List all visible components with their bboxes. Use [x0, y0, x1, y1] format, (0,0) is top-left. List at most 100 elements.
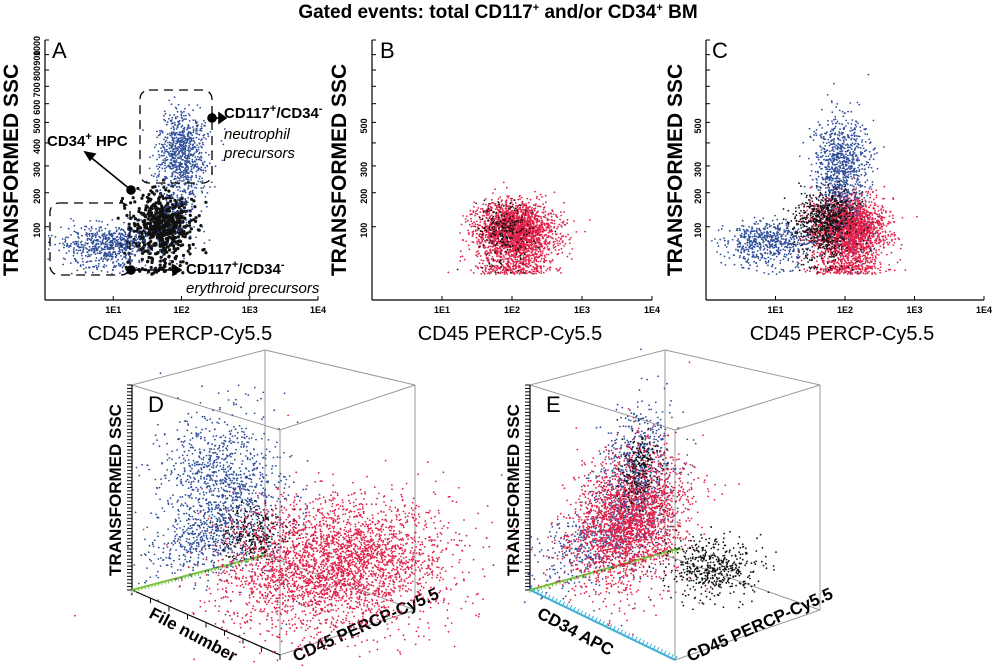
data-point: [177, 202, 180, 205]
data-point: [178, 234, 181, 237]
data-point: [183, 188, 186, 191]
data-point: [530, 246, 533, 249]
data-point: [170, 251, 173, 254]
data-point: [497, 251, 499, 254]
data-point: [147, 247, 149, 249]
data-point: [470, 217, 472, 220]
data-point: [110, 245, 112, 247]
data-point: [484, 211, 487, 214]
data-point: [192, 192, 195, 195]
data-point: [171, 153, 174, 156]
data-point: [177, 153, 180, 156]
data-point: [85, 254, 87, 257]
data-point: [163, 193, 166, 195]
data-point: [517, 247, 520, 250]
data-point: [511, 245, 514, 247]
data-point: [144, 249, 148, 253]
data-point: [512, 267, 514, 270]
data-point: [532, 265, 535, 268]
data-point: [105, 234, 108, 237]
data-point: [533, 253, 535, 256]
data-point: [539, 193, 542, 196]
data-point: [463, 258, 466, 261]
y-tick-label: 700: [32, 82, 42, 97]
data-point: [188, 246, 192, 250]
data-point: [536, 195, 538, 198]
data-point: [476, 209, 478, 212]
data-point: [139, 189, 141, 192]
data-point: [171, 210, 174, 213]
data-point: [478, 216, 481, 219]
data-point: [170, 147, 173, 150]
data-point: [180, 208, 183, 210]
data-point: [113, 264, 116, 267]
data-point: [166, 121, 169, 124]
data-point: [195, 236, 197, 239]
data-point: [146, 272, 149, 275]
data-point: [144, 235, 147, 238]
data-point: [140, 232, 144, 236]
data-point: [490, 202, 493, 204]
data-point: [136, 222, 140, 226]
data-point: [158, 173, 161, 176]
data-point: [184, 150, 187, 153]
data-point: [173, 137, 176, 140]
figure-title: Gated events: total CD117+ and/or CD34+ …: [298, 2, 697, 23]
data-point: [155, 176, 158, 179]
data-point: [121, 258, 124, 261]
data-point: [140, 218, 142, 221]
data-point: [81, 234, 83, 237]
data-point: [157, 175, 160, 178]
data-point: [114, 232, 116, 235]
data-point: [175, 166, 177, 169]
data-point: [515, 262, 518, 265]
data-point: [501, 258, 504, 260]
data-point: [164, 140, 167, 143]
data-point: [104, 227, 107, 230]
data-point: [75, 259, 77, 261]
data-point: [530, 227, 533, 230]
arrow-hpc-dot: [126, 185, 136, 195]
data-point: [194, 247, 197, 250]
data-point: [478, 234, 480, 237]
data-point: [507, 252, 510, 255]
data-point: [62, 263, 64, 266]
data-point: [497, 213, 500, 215]
data-point: [116, 239, 118, 242]
data-point: [502, 241, 505, 244]
data-point: [208, 239, 211, 242]
data-point: [86, 255, 89, 258]
data-point: [154, 206, 158, 210]
data-point: [81, 257, 84, 260]
data-point: [187, 243, 191, 248]
data-point: [136, 186, 140, 191]
data-point: [192, 109, 195, 111]
data-point: [504, 267, 507, 270]
data-point: [108, 246, 111, 249]
data-point: [111, 253, 114, 256]
panel-a: A TRANSFORMED SSC CD45 PERCP-Cy5.5 10020…: [0, 36, 326, 345]
data-point: [95, 219, 98, 222]
data-point: [174, 175, 177, 178]
annotation-erythroid: CD117+/CD34-: [186, 259, 285, 278]
data-point: [531, 211, 534, 214]
data-point: [76, 232, 78, 234]
data-point: [184, 204, 187, 207]
data-point: [160, 237, 164, 241]
x-tick-label: 1E1: [434, 305, 450, 315]
data-point: [70, 272, 73, 275]
data-point: [170, 237, 174, 241]
data-point: [203, 136, 205, 139]
data-point: [497, 198, 500, 200]
data-point: [507, 197, 509, 199]
data-point: [495, 246, 497, 249]
data-point: [494, 271, 497, 273]
data-point: [474, 214, 476, 217]
data-point: [485, 203, 487, 206]
data-point: [514, 260, 517, 263]
data-point: [89, 220, 92, 222]
data-point: [479, 233, 481, 236]
data-point: [507, 209, 509, 212]
data-point: [168, 248, 172, 252]
